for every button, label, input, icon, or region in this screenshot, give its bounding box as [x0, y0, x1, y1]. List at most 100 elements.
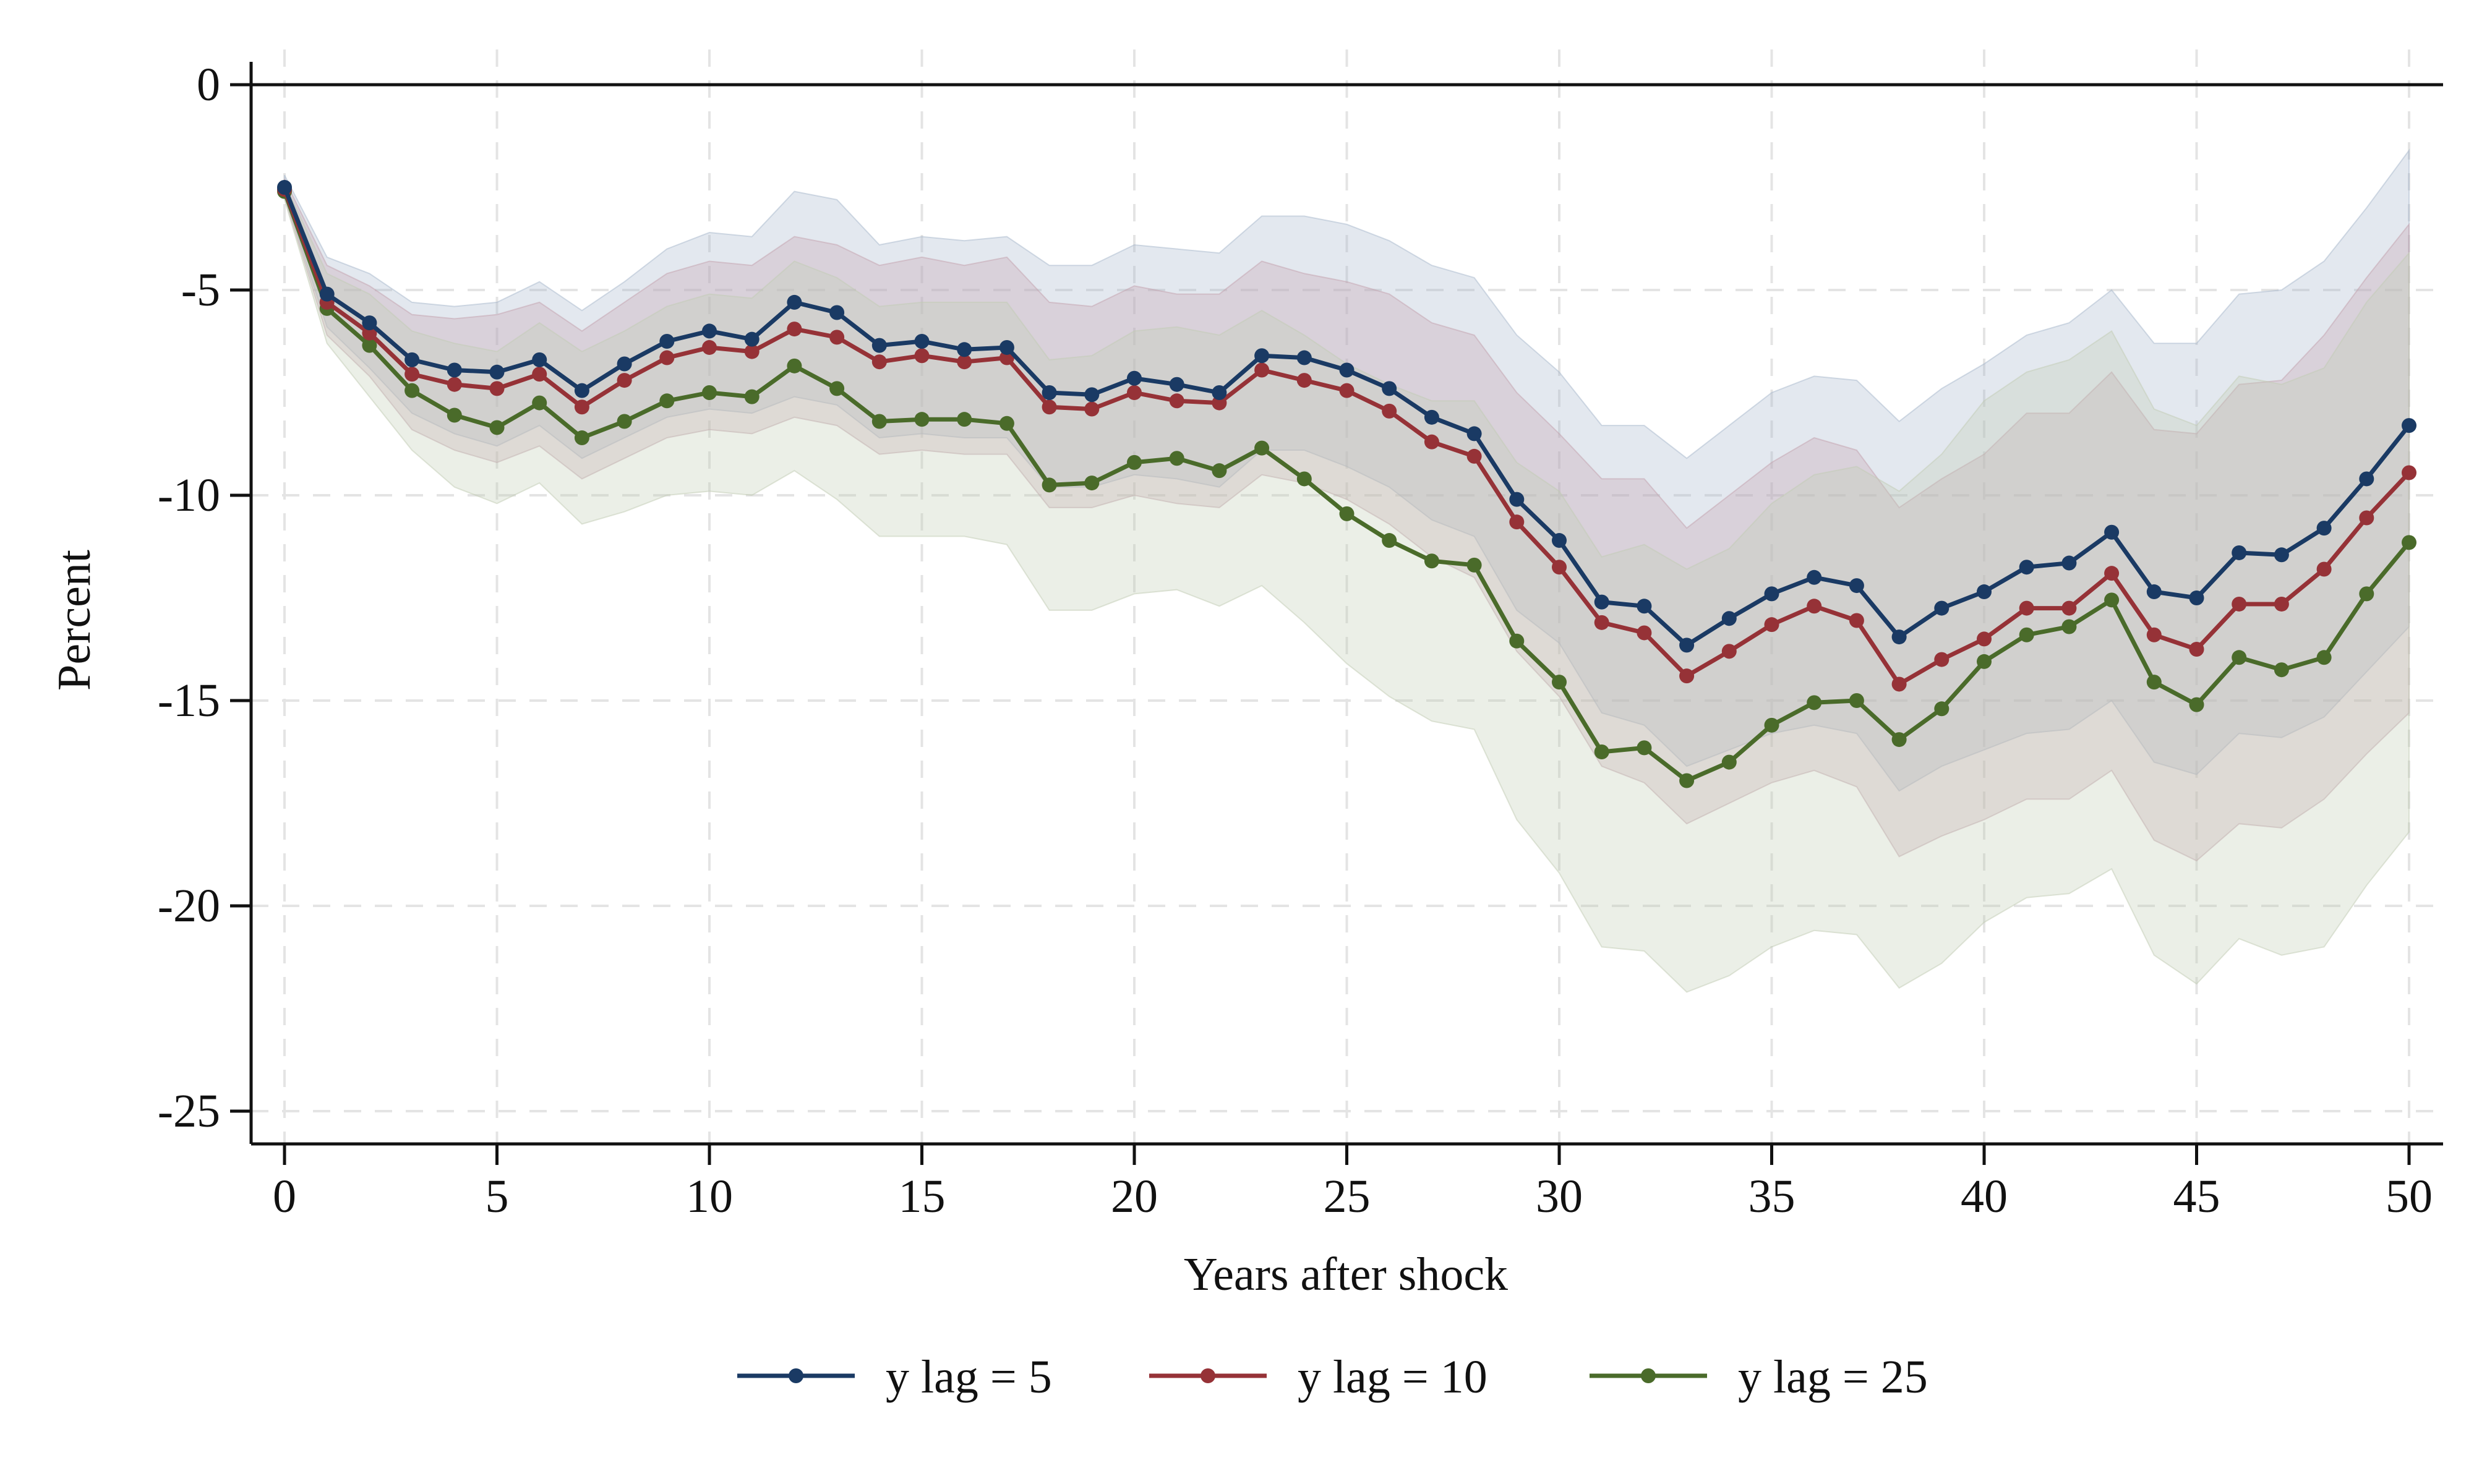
data-point [1637, 599, 1652, 614]
data-point [744, 344, 760, 359]
x-tick-label: 0 [273, 1171, 296, 1222]
y-tick-label: -20 [158, 880, 220, 932]
data-point [1807, 599, 1822, 614]
y-tick-label: -5 [181, 264, 220, 316]
data-point [2274, 662, 2289, 678]
data-point [1296, 471, 1312, 487]
data-point [1212, 463, 1227, 479]
data-point [2189, 697, 2204, 712]
legend-label-3: y lag = 25 [1738, 1351, 1928, 1403]
data-point [1084, 475, 1100, 491]
data-point [1679, 638, 1695, 653]
data-point [1977, 584, 1992, 600]
data-point [532, 352, 547, 367]
data-point [914, 348, 930, 364]
data-point [1509, 514, 1525, 530]
y-tick-label: -10 [158, 469, 220, 521]
data-point [1594, 594, 1609, 610]
data-point [489, 364, 505, 380]
data-point [1339, 362, 1355, 378]
data-point [2316, 561, 2332, 577]
data-point [489, 381, 505, 396]
data-point [1891, 732, 1907, 748]
data-point [1466, 426, 1482, 441]
data-point [1424, 409, 1439, 425]
data-point [2274, 547, 2289, 563]
data-point [1212, 385, 1227, 400]
data-point [362, 325, 377, 341]
data-point [1977, 654, 1992, 669]
data-point [2359, 510, 2374, 526]
data-point [1552, 533, 1567, 548]
data-point [2316, 650, 2332, 665]
data-point [744, 389, 760, 404]
data-point [1127, 370, 1142, 386]
data-point [617, 356, 632, 372]
x-tick-label: 45 [2173, 1171, 2220, 1222]
data-point [2019, 627, 2034, 642]
data-point [2359, 586, 2374, 602]
data-point [2402, 465, 2416, 480]
data-point [957, 412, 972, 427]
data-point [1807, 569, 1822, 585]
data-point [1169, 451, 1184, 466]
data-point [1382, 381, 1397, 396]
data-point [659, 334, 675, 349]
data-point [1552, 560, 1567, 575]
data-point [1637, 740, 1652, 756]
confidence-band-3 [284, 182, 2410, 993]
data-point [914, 334, 930, 349]
data-point [787, 322, 802, 337]
data-point [1594, 744, 1609, 759]
data-point [2061, 600, 2077, 616]
data-point [871, 354, 887, 370]
data-point [1466, 557, 1482, 573]
data-point [1169, 377, 1184, 392]
data-point [489, 420, 505, 435]
data-point [1382, 403, 1397, 419]
data-point [1424, 434, 1439, 450]
legend-marker-2 [1201, 1368, 1215, 1383]
data-point [362, 338, 377, 353]
data-point [787, 294, 802, 310]
data-point [1466, 448, 1482, 464]
data-point [1424, 553, 1439, 569]
data-point [2189, 642, 2204, 657]
data-point [2232, 545, 2247, 560]
y-axis-title: Percent [48, 550, 100, 691]
data-point [404, 352, 420, 367]
data-point [1849, 613, 1864, 628]
data-point [1849, 693, 1864, 708]
data-point [2019, 560, 2034, 575]
data-point [574, 399, 589, 415]
data-point [1339, 383, 1355, 398]
data-point [1934, 600, 1950, 616]
data-point [404, 383, 420, 398]
data-point [787, 358, 802, 373]
x-tick-label: 25 [1324, 1171, 1371, 1222]
data-point [829, 305, 845, 320]
data-point [1637, 625, 1652, 641]
data-point [1254, 362, 1270, 378]
data-point [1254, 440, 1270, 456]
y-tick-label: -15 [158, 675, 220, 727]
data-point [1339, 506, 1355, 521]
data-point [532, 395, 547, 411]
data-point [362, 315, 377, 331]
data-point [2146, 584, 2162, 600]
data-point [1977, 631, 1992, 647]
data-point [617, 373, 632, 388]
y-tick-label: -25 [158, 1085, 220, 1137]
grid [251, 49, 2443, 1144]
data-point [532, 367, 547, 382]
data-point [2316, 521, 2332, 536]
data-point [957, 342, 972, 357]
legend-label-2: y lag = 10 [1298, 1351, 1487, 1403]
legend-marker-3 [1641, 1368, 1656, 1383]
data-point [871, 338, 887, 353]
data-point [1127, 385, 1142, 400]
data-point [1721, 644, 1737, 659]
data-point [2104, 524, 2120, 540]
data-point [1764, 717, 1779, 733]
